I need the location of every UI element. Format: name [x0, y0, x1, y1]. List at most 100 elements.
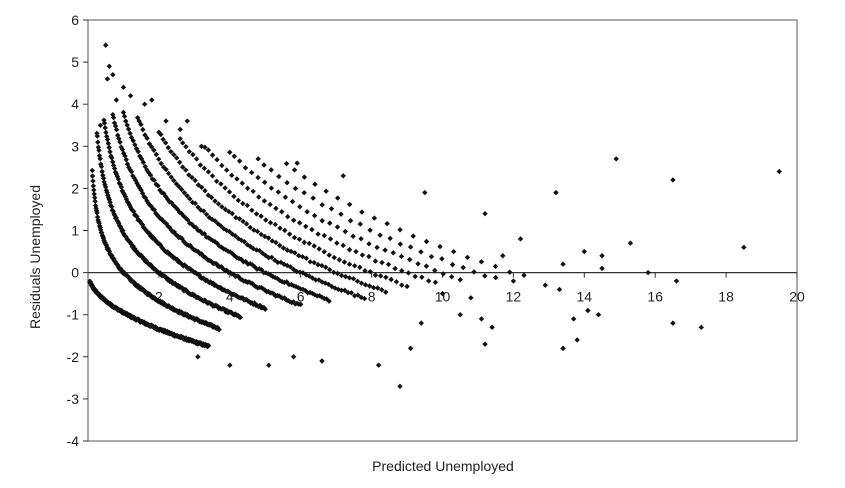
data-point [229, 231, 236, 237]
data-point [218, 244, 225, 250]
data-point [248, 169, 255, 176]
data-point [250, 188, 256, 194]
data-point [174, 256, 180, 263]
data-point [482, 273, 488, 279]
data-point [338, 272, 345, 279]
data-point [227, 149, 233, 155]
data-point [216, 243, 223, 249]
x-tick-label: 8 [368, 289, 376, 305]
data-point [439, 290, 446, 297]
data-point [272, 221, 278, 228]
data-point [366, 241, 372, 247]
data-point [319, 202, 325, 208]
data-point [284, 247, 290, 253]
data-point [334, 224, 341, 230]
data-point [208, 194, 215, 201]
data-point [203, 211, 210, 217]
data-point [303, 255, 310, 261]
data-point [125, 126, 132, 132]
data-point [377, 273, 384, 279]
data-point [492, 263, 499, 270]
data-point [142, 101, 148, 107]
data-point [287, 264, 294, 270]
data-point [122, 193, 129, 200]
data-point [298, 301, 304, 308]
data-point [269, 254, 275, 261]
data-point [284, 213, 291, 220]
data-point [236, 216, 243, 222]
data-point [157, 187, 163, 193]
data-point [345, 289, 351, 296]
data-point [106, 144, 112, 151]
data-point [232, 233, 239, 239]
data-point [226, 189, 233, 195]
y-tick-label: 2 [71, 180, 79, 196]
data-point [151, 147, 157, 154]
y-tick-label: -2 [67, 349, 80, 365]
data-point [261, 162, 267, 168]
data-point [223, 167, 230, 173]
data-point [303, 223, 309, 230]
data-point [354, 278, 361, 284]
data-point [162, 140, 169, 146]
data-point [135, 148, 141, 155]
data-point [128, 134, 135, 141]
data-point [319, 218, 325, 224]
data-point [319, 358, 325, 364]
data-point [348, 290, 355, 296]
data-point [599, 253, 605, 259]
data-point [94, 133, 100, 139]
data-point [283, 160, 290, 167]
data-point [229, 172, 235, 179]
data-point [236, 158, 243, 164]
data-point [130, 137, 136, 144]
data-point [244, 185, 251, 192]
data-point [268, 167, 274, 173]
data-point [282, 194, 289, 200]
data-point [346, 275, 353, 281]
data-point [195, 182, 202, 188]
data-point [471, 269, 477, 275]
data-point [316, 246, 322, 252]
data-point [208, 236, 214, 242]
data-point [385, 261, 392, 268]
x-tick-label: 14 [577, 289, 593, 305]
data-point [542, 282, 549, 288]
data-point [181, 190, 188, 196]
data-point [99, 230, 105, 236]
data-point [115, 176, 122, 182]
data-point [254, 228, 261, 235]
data-point [98, 163, 105, 170]
y-axis-tick-labels: 6 5 4 3 2 1 0 -1 -2 -3 -4 [67, 12, 80, 449]
data-point [178, 186, 185, 193]
data-point [366, 283, 373, 289]
data-point [599, 265, 605, 272]
data-point [382, 247, 388, 253]
data-point [107, 149, 113, 155]
data-point [370, 284, 377, 291]
data-point [184, 118, 190, 124]
data-point [384, 220, 390, 227]
data-point [164, 249, 171, 255]
data-point [146, 169, 152, 176]
data-point [353, 248, 359, 255]
data-point [140, 159, 147, 166]
data-point [163, 118, 169, 124]
data-point [258, 213, 264, 219]
data-point [251, 227, 257, 233]
data-point [215, 201, 222, 207]
data-point [468, 295, 474, 301]
data-point [361, 295, 368, 302]
data-point [419, 274, 425, 280]
data-point [132, 142, 138, 148]
data-point [277, 242, 283, 249]
data-point [89, 167, 95, 174]
data-point [177, 126, 183, 133]
data-point [247, 260, 253, 267]
data-point [191, 223, 197, 230]
data-point [190, 151, 196, 158]
data-point [187, 242, 193, 249]
data-point [214, 157, 220, 163]
data-point [153, 210, 159, 216]
data-point [99, 168, 105, 175]
